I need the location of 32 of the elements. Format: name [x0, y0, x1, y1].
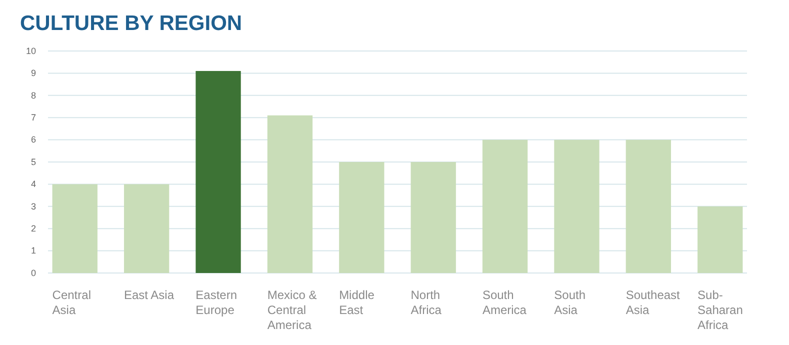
- x-tick-label: Southeast Asia: [626, 288, 681, 317]
- chart-title: CULTURE BY REGION: [20, 12, 242, 35]
- y-tick-label: 5: [30, 156, 36, 167]
- y-tick-label: 8: [30, 90, 36, 100]
- x-tick-label: South Asia: [554, 288, 586, 317]
- bar: [626, 140, 672, 273]
- y-tick-label: 7: [30, 112, 36, 122]
- y-tick-label: 9: [30, 68, 36, 78]
- y-tick-label: 4: [30, 179, 36, 190]
- x-tick-label: Middle East: [339, 288, 375, 317]
- bar: [52, 184, 98, 273]
- bar: [554, 140, 600, 273]
- x-tick-label: Central Asia: [52, 288, 91, 317]
- bar: [196, 70, 241, 273]
- bar: [267, 115, 313, 273]
- x-tick-label: Mexico & Central America: [267, 288, 317, 332]
- y-tick-label: 10: [26, 46, 36, 56]
- y-tick-label: 2: [30, 223, 36, 234]
- y-tick-label: 1: [30, 246, 36, 256]
- bar: [124, 184, 170, 273]
- bar: [698, 206, 743, 273]
- x-tick-label: Sub-Saharan Africa: [698, 288, 743, 332]
- x-tick-label: East Asia: [124, 288, 174, 302]
- y-tick-label: 6: [30, 134, 36, 145]
- y-tick-label: 3: [30, 201, 36, 212]
- y-tick-label: 0: [30, 268, 36, 278]
- x-tick-label: South America: [482, 288, 527, 317]
- bar: [410, 162, 456, 273]
- bar: [482, 140, 528, 273]
- bar: [339, 162, 384, 273]
- x-tick-label: Eastern Europe: [196, 288, 238, 317]
- x-tick-label: North Africa: [410, 288, 442, 317]
